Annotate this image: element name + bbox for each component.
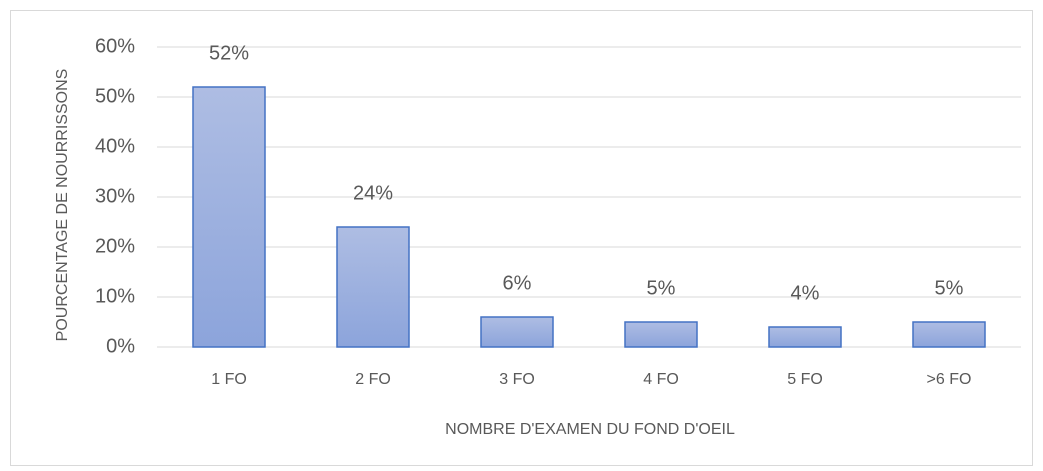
bar <box>624 321 698 348</box>
y-axis-label: POURCENTAGE DE NOURRISSONS <box>54 69 71 342</box>
x-tick-label: 3 FO <box>499 371 535 388</box>
bar <box>192 86 266 348</box>
y-tick-label: 60% <box>95 35 135 57</box>
data-label: 4% <box>791 282 820 304</box>
x-tick-label: >6 FO <box>927 371 972 388</box>
chart-border <box>10 10 1033 466</box>
bar <box>480 316 554 348</box>
x-tick-label: 4 FO <box>643 371 679 388</box>
y-tick-label: 10% <box>95 285 135 307</box>
bar <box>912 321 986 348</box>
data-label: 52% <box>209 42 249 64</box>
data-label: 6% <box>503 272 532 294</box>
bar <box>336 226 410 348</box>
y-tick-label: 20% <box>95 235 135 257</box>
data-label: 24% <box>353 182 393 204</box>
y-tick-label: 50% <box>95 85 135 107</box>
data-label: 5% <box>647 277 676 299</box>
data-label: 5% <box>935 277 964 299</box>
bar <box>768 326 842 348</box>
x-tick-label: 1 FO <box>211 371 247 388</box>
x-tick-label: 5 FO <box>787 371 823 388</box>
y-tick-label: 0% <box>106 335 135 357</box>
y-tick-label: 40% <box>95 135 135 157</box>
x-axis-label: NOMBRE D'EXAMEN DU FOND D'OEIL <box>445 421 735 438</box>
y-tick-label: 30% <box>95 185 135 207</box>
x-tick-label: 2 FO <box>355 371 391 388</box>
